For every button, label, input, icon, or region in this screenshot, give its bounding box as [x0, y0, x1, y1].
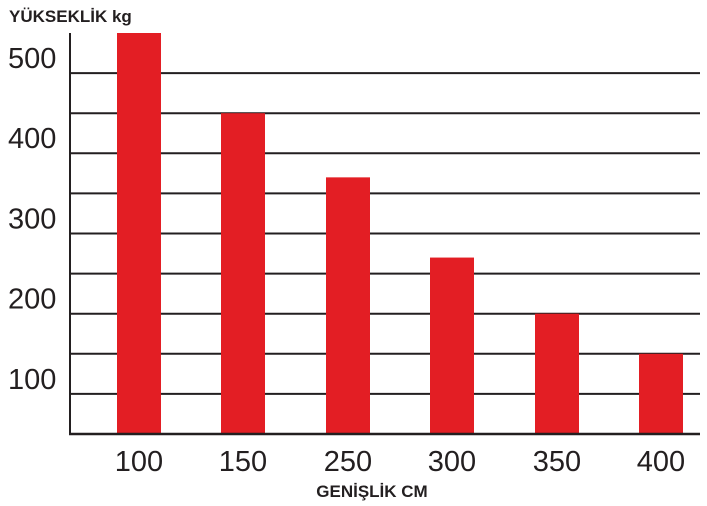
y-axis-title: YÜKSEKLİK kg [9, 7, 132, 26]
bars [117, 33, 683, 435]
x-tick-label: 400 [637, 446, 685, 478]
x-tick-label: 100 [115, 446, 163, 478]
grid-lines [70, 72, 700, 395]
bar-350 [535, 313, 579, 434]
y-tick-label: 500 [8, 43, 56, 75]
x-axis-title: GENİŞLİK CM [316, 482, 427, 501]
y-tick-label: 100 [8, 364, 56, 396]
bar-250 [326, 177, 370, 435]
bar-400 [639, 353, 683, 434]
x-tick-label: 350 [533, 446, 581, 478]
axes [69, 33, 700, 436]
bar-150 [221, 113, 265, 434]
x-tick-label: 150 [219, 446, 267, 478]
y-tick-label: 300 [8, 203, 56, 235]
bar-100 [117, 33, 161, 434]
y-tick-label: 200 [8, 284, 56, 316]
bar-300 [430, 257, 474, 434]
x-tick-labels: 100 150 250 300 350 400 [115, 446, 685, 478]
x-tick-label: 250 [324, 446, 372, 478]
y-tick-labels: 500 400 300 200 100 [8, 43, 56, 396]
x-tick-label: 300 [428, 446, 476, 478]
y-tick-label: 400 [8, 123, 56, 155]
